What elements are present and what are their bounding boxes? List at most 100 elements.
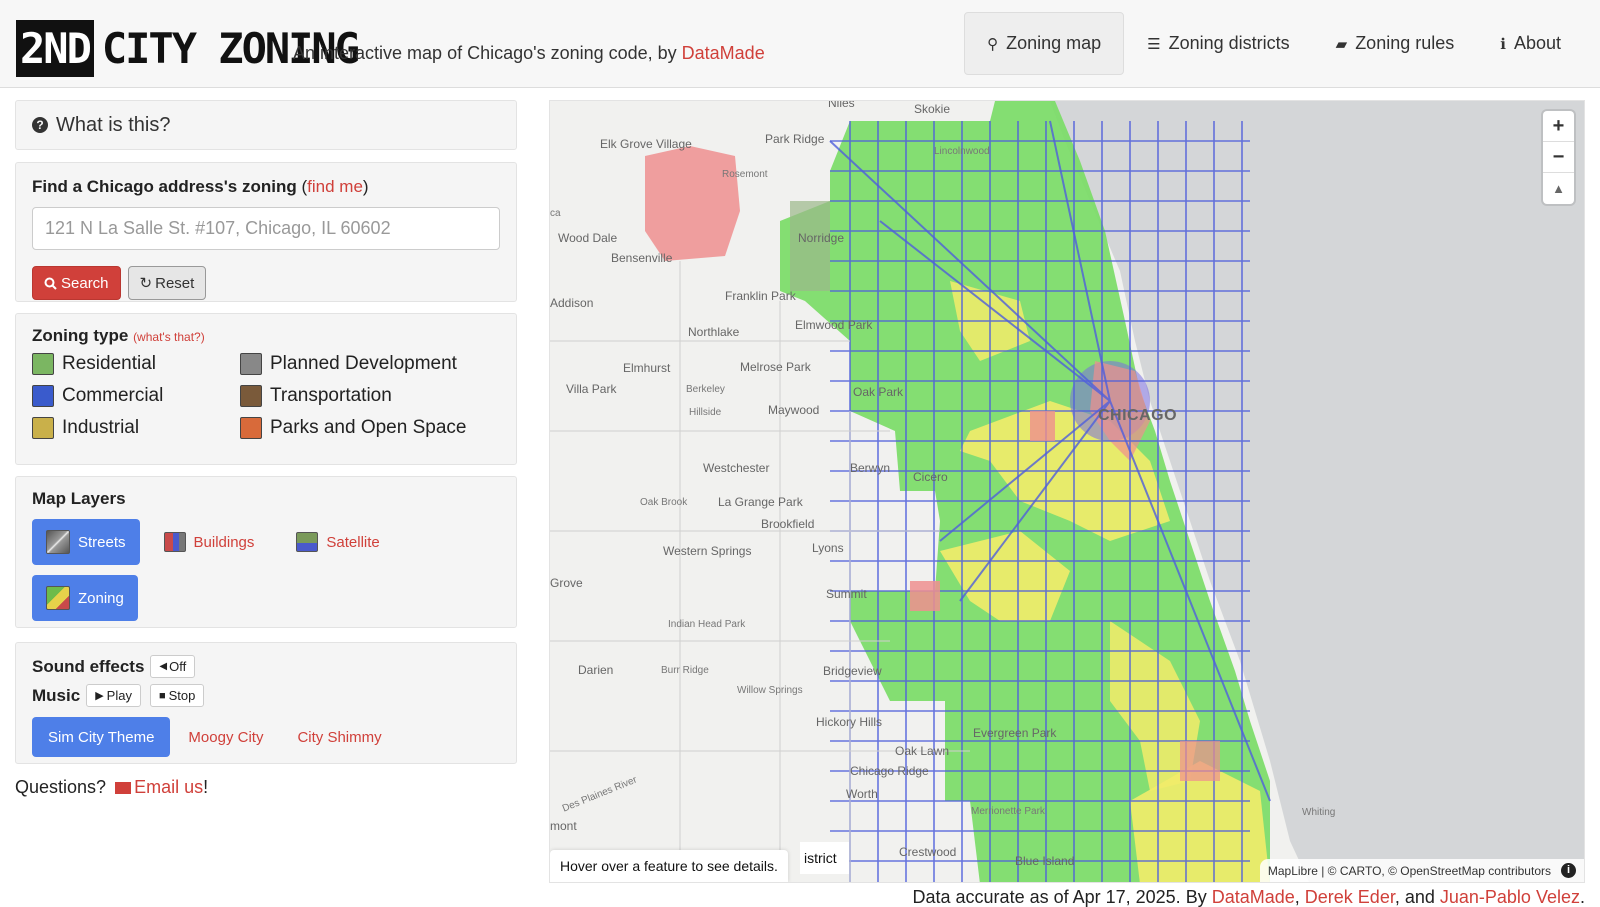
map-canvas[interactable] [550,101,1585,883]
attribution-text[interactable]: MapLibre | © CARTO, © OpenStreetMap cont… [1267,863,1551,878]
footer-datamade-link[interactable]: DataMade [1211,887,1295,907]
legend-planned-development[interactable]: Planned Development [240,351,500,376]
label-oak-park: Oak Park [853,385,904,399]
volume-off-icon: ◀ [159,661,168,672]
zoning-map[interactable]: Niles Skokie Elk Grove Village Park Ridg… [549,100,1585,883]
sound-off-button[interactable]: ◀ Off [150,655,196,678]
label-oak-brook: Oak Brook [640,497,688,508]
label-hillside: Hillside [689,407,722,418]
legend-label: Residential [62,352,156,374]
label-grove: Grove [550,576,583,590]
label-park-ridge: Park Ridge [765,132,825,146]
what-is-this-label: What is this? [56,113,171,136]
label-wood-dale: Wood Dale [558,231,618,245]
satellite-icon [296,532,319,552]
footer-juan-link[interactable]: Juan-Pablo Velez [1439,887,1580,907]
lake-michigan [1050,101,1584,882]
ohare-zone [645,146,740,261]
zoning-type-heading: Zoning type (what's that?) [32,326,500,346]
footer-text: Data accurate as of Apr 17, 2025. By [912,887,1212,907]
nav-label: Zoning districts [1168,33,1290,53]
whats-that-link[interactable]: (what's that?) [133,330,205,344]
legend-transportation[interactable]: Transportation [240,383,500,408]
info-icon[interactable]: i [1561,863,1576,878]
address-placeholder: 121 N La Salle St. #107, Chicago, IL 606… [45,218,391,238]
envelope-icon [115,782,132,794]
play-button[interactable]: ▶ Play [86,684,141,707]
label-ca: ca [550,208,561,219]
refresh-icon: ↻ [139,275,153,292]
datamade-link[interactable]: DataMade [681,43,765,63]
what-is-this-panel[interactable]: ? What is this? [15,100,517,150]
label-villa-park: Villa Park [566,382,617,396]
legend-label: Transportation [270,384,392,406]
footer-derek-link[interactable]: Derek Eder [1304,887,1395,907]
zoom-in-button[interactable]: + [1543,111,1574,142]
label-chicago: CHICAGO [1098,407,1178,424]
label-western-springs: Western Springs [663,544,752,558]
label-elmhurst: Elmhurst [623,361,671,375]
label-worth: Worth [846,787,878,801]
planned-development [1030,411,1055,441]
commercial-icon [32,384,54,407]
planned-development [1180,741,1220,781]
label-lincolnwood: Lincolnwood [934,146,990,157]
label-brookfield: Brookfield [761,517,815,531]
buildings-layer-button[interactable]: Buildings [150,519,269,565]
label-willow-springs: Willow Springs [737,685,803,696]
legend-industrial[interactable]: Industrial [32,415,240,440]
footer-end: . [1579,887,1585,907]
hover-info-box: Hover over a feature to see details. [550,850,788,882]
label-summit: Summit [826,587,867,601]
legend-parks[interactable]: Parks and Open Space [240,415,500,440]
zoom-out-button[interactable]: − [1543,142,1574,173]
nav-about[interactable]: ℹ About [1477,12,1584,75]
label-darien: Darien [578,663,614,677]
stop-button[interactable]: ■ Stop [149,684,205,707]
exclaim: ! [203,777,209,797]
questions-line: Questions? Email us! [15,777,208,798]
map-marker-icon: ⚲ [987,35,999,53]
play-icon: ▶ [95,690,104,702]
label-skokie: Skokie [914,102,951,116]
label-norridge: Norridge [798,231,845,245]
find-title: Find a Chicago address's zoning (find me… [32,177,369,196]
email-link[interactable]: Email us [134,777,204,797]
buildings-icon [163,532,186,552]
track-moogy-city[interactable]: Moogy City [188,728,264,746]
zoning-type-title: Zoning type [32,326,129,345]
legend-commercial[interactable]: Commercial [32,383,240,408]
info-circle-icon: ℹ [1500,35,1506,53]
main-nav: ⚲ Zoning map ☰ Zoning districts ▰ Zoning… [964,12,1584,75]
legend-label: Parks and Open Space [270,416,467,438]
music-label: Music [32,685,81,705]
legend-label: Commercial [62,384,164,406]
find-me-link[interactable]: find me [307,177,363,196]
nav-zoning-map[interactable]: ⚲ Zoning map [964,12,1125,75]
address-input[interactable]: 121 N La Salle St. #107, Chicago, IL 606… [32,207,500,250]
legend-residential[interactable]: Residential [32,351,240,376]
logo-text: CITY ZONING [101,24,360,73]
play-label: Play [106,688,132,703]
footer-sep: , [1294,887,1305,907]
satellite-layer-button[interactable]: Satellite [282,519,393,565]
nav-zoning-rules[interactable]: ▰ Zoning rules [1313,12,1478,75]
compass-button[interactable]: ▲ [1552,181,1565,196]
zoning-layer-button[interactable]: Zoning [32,575,138,621]
label-westchester: Westchester [703,461,770,475]
reset-button[interactable]: ↻ Reset [127,266,207,300]
tagline-text: An interactive map of Chicago's zoning c… [293,43,682,63]
navbar: 2ND CITY ZONING An interactive map of Ch… [0,0,1600,88]
label-whiting: Whiting [1302,807,1336,818]
track-city-shimmy[interactable]: City Shimmy [297,728,382,746]
map-zoom-controls: + − ▲ [1543,111,1574,204]
track-sim-city-theme[interactable]: Sim City Theme [32,717,171,757]
nav-zoning-districts[interactable]: ☰ Zoning districts [1124,12,1313,75]
site-logo[interactable]: 2ND CITY ZONING [16,20,360,77]
label-franklin-park: Franklin Park [725,289,796,303]
search-button[interactable]: Search [32,266,121,300]
list-icon: ☰ [1147,35,1161,53]
streets-layer-button[interactable]: Streets [32,519,140,565]
planned-development-icon [240,352,262,375]
district-tab[interactable]: istrict [800,842,849,874]
